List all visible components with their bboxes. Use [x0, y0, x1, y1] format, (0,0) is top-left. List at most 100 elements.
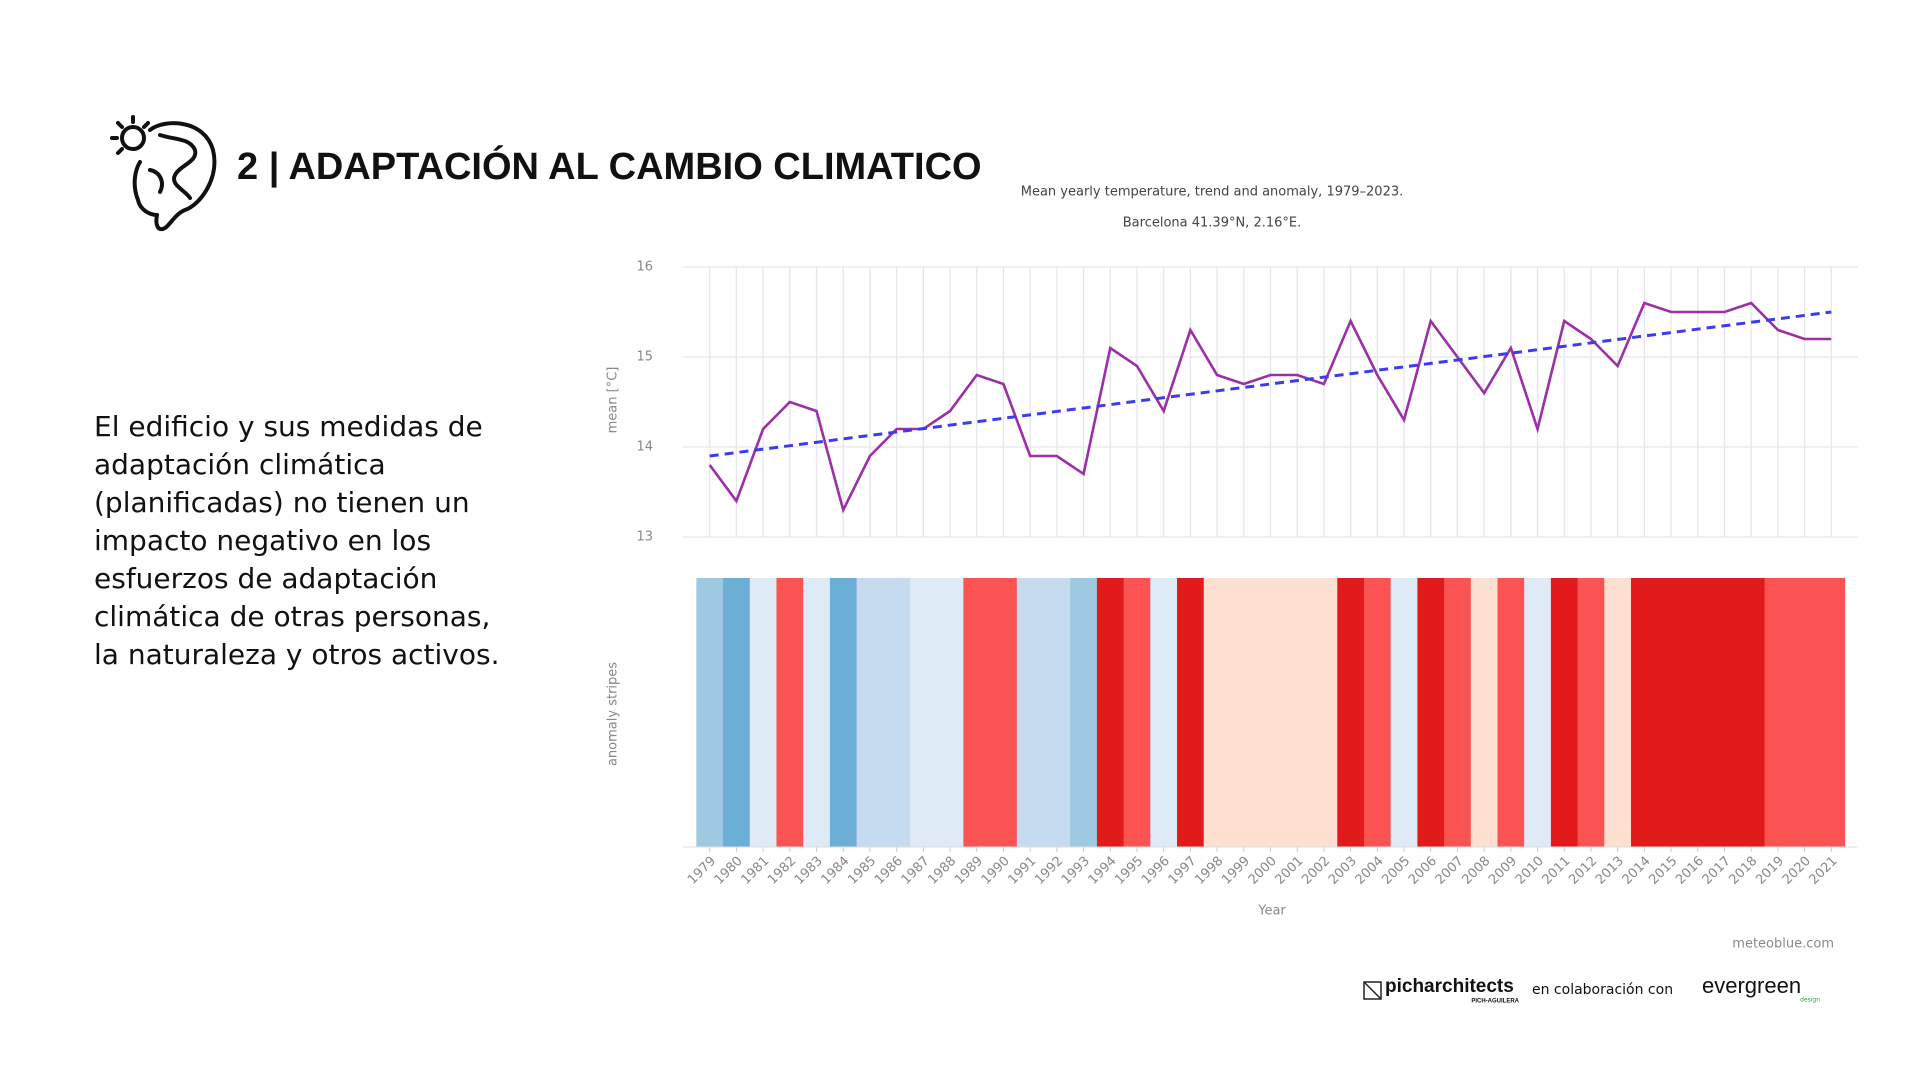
x-tick-label: 2019 [1753, 854, 1787, 888]
anomaly-stripe [1497, 578, 1525, 847]
x-tick-label: 2012 [1566, 854, 1600, 888]
anomaly-stripe [1016, 578, 1045, 847]
body-text: El edificio y sus medidas de adaptación c… [94, 410, 500, 671]
logo-evergreen: evergreen [1702, 973, 1801, 998]
anomaly-stripe [1390, 578, 1418, 847]
anomaly-stripe [1257, 578, 1285, 847]
x-tick-label: 2017 [1700, 854, 1734, 888]
anomaly-stripe [990, 578, 1018, 847]
data-line [708, 301, 1832, 514]
x-tick-label: 1983 [792, 854, 826, 888]
anomaly-stripe [1524, 578, 1552, 847]
logo-icon-line [1363, 981, 1382, 1000]
x-tick-label: 1986 [872, 854, 906, 888]
x-tick-label: 2021 [1807, 854, 1841, 888]
x-tick-label: 2015 [1646, 854, 1680, 888]
stripes-label: anomaly stripes [606, 662, 621, 766]
x-tick-label: 2002 [1299, 854, 1333, 888]
chart-subtitle: Barcelona 41.39°N, 2.16°E. [1123, 216, 1302, 231]
x-tick-label: 2008 [1459, 854, 1493, 888]
anomaly-stripe [749, 578, 777, 847]
x-tick-label: 2004 [1353, 854, 1387, 888]
anomaly-stripe [1550, 578, 1579, 847]
body-line: impacto negativo en los [94, 524, 431, 557]
slide-title: 2 | ADAPTACIÓN AL CAMBIO CLIMATICO [237, 144, 982, 188]
anomaly-stripe [1711, 578, 1739, 847]
x-tick-label: 2005 [1379, 854, 1413, 888]
x-tick-label: 1997 [1166, 854, 1200, 888]
y-tick-label: 15 [636, 350, 653, 365]
x-tick-label: 2009 [1486, 854, 1520, 888]
body-line: El edificio y sus medidas de [94, 410, 483, 443]
x-tick-label: 1979 [685, 854, 719, 888]
y-tick-label: 16 [636, 260, 653, 275]
anomaly-stripe [1150, 578, 1178, 847]
anomaly-stripe [909, 578, 938, 847]
logo-pich: picharchitects [1385, 976, 1514, 997]
anomaly-stripe [1203, 578, 1231, 847]
y-tick-label: 13 [636, 530, 653, 545]
anomaly-stripe [856, 578, 884, 847]
climate-icon [110, 115, 217, 232]
x-tick-label: 1987 [899, 854, 933, 888]
anomaly-stripe [1817, 578, 1846, 847]
anomaly-stripe [1791, 578, 1819, 847]
chart-title: Mean yearly temperature, trend and anoma… [1021, 185, 1404, 200]
logo-icon [1363, 981, 1382, 1000]
footer: picharchitects PICH-AGUILERA en colabora… [1363, 973, 1820, 1005]
x-tick-label: 1988 [925, 854, 959, 888]
anomaly-stripe [1363, 578, 1392, 847]
anomaly-stripe [696, 578, 724, 847]
trend-line [709, 310, 1832, 458]
anomaly-stripe [1123, 578, 1151, 847]
chart: 13 14 15 16 19791980198119821983198419851986… [636, 260, 1858, 888]
x-tick-label: 1995 [1112, 854, 1146, 888]
anomaly-stripe [1764, 578, 1792, 847]
body-line: esfuerzos de adaptación [94, 562, 437, 595]
x-tick-label: 1996 [1139, 854, 1173, 888]
x-tick-label: 2016 [1673, 854, 1707, 888]
x-tick-label: 1992 [1032, 854, 1066, 888]
body-line: climática de otras personas, [94, 600, 490, 633]
anomaly-stripe [1577, 578, 1605, 847]
anomaly-stripe [1417, 578, 1445, 847]
anomaly-stripe [1230, 578, 1258, 847]
anomaly-stripe [883, 578, 911, 847]
x-tick-label: 1989 [952, 854, 986, 888]
x-tick-label: 2007 [1433, 854, 1467, 888]
anomaly-stripe [1737, 578, 1766, 847]
x-tick-label: 1984 [819, 854, 853, 888]
logo-evergreen-sub: design [1800, 997, 1820, 1004]
x-tick-label: 1999 [1219, 854, 1253, 888]
x-tick-label: 2013 [1593, 854, 1627, 888]
anomaly-stripe [1631, 578, 1659, 847]
x-tick-label: 1982 [765, 854, 799, 888]
anomaly-stripe [1310, 578, 1338, 847]
x-tick-label: 2001 [1273, 854, 1307, 888]
x-tick-label: 1998 [1192, 854, 1226, 888]
y-axis-label: mean [°C] [606, 367, 621, 434]
footer-connector: en colaboración con [1532, 982, 1673, 998]
x-tick-label: 1981 [738, 854, 772, 888]
body-line: (planificadas) no tienen un [94, 486, 470, 519]
x-tick-label: 2003 [1326, 854, 1360, 888]
source: meteoblue.com [1732, 937, 1834, 952]
body-line: la naturaleza y otros activos. [94, 638, 500, 671]
y-tick-label: 14 [636, 440, 653, 455]
x-tick-label: 1994 [1086, 854, 1120, 888]
x-tick-label: 2011 [1540, 854, 1574, 888]
anomaly-stripe [1657, 578, 1685, 847]
x-axis-label: Year [1257, 904, 1286, 919]
anomaly-stripe [1177, 578, 1205, 847]
x-tick-label: 1991 [1005, 854, 1039, 888]
anomaly-stripe [723, 578, 751, 847]
anomaly-stripe [776, 578, 804, 847]
anomaly-stripe [1684, 578, 1712, 847]
x-tick-label: 1980 [712, 854, 746, 888]
x-tick-label: 1985 [845, 854, 879, 888]
body-line: adaptación climática [94, 448, 386, 481]
anomaly-stripe [1070, 578, 1098, 847]
x-tick-label: 1990 [979, 854, 1013, 888]
